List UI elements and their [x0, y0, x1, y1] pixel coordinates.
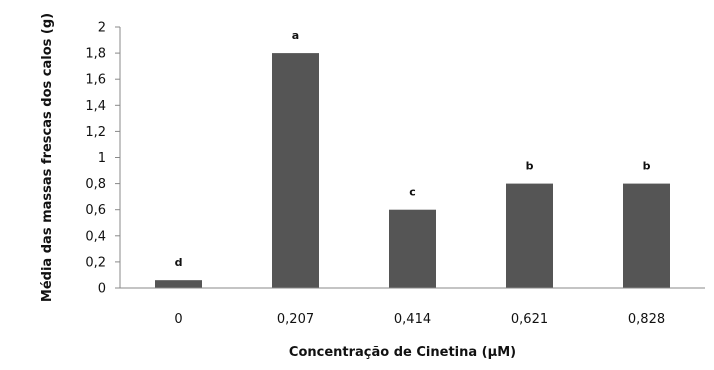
- significance-letter: c: [409, 186, 416, 199]
- y-tick-label: 2: [98, 21, 106, 36]
- x-tick-label: 0,621: [511, 312, 548, 327]
- x-tick-label: 0,207: [277, 312, 314, 327]
- y-tick-label: 0,6: [85, 203, 106, 218]
- y-tick-label: 1,2: [85, 125, 106, 140]
- bar-0,414: [389, 209, 436, 288]
- significance-letter: a: [292, 29, 299, 42]
- y-axis-ticks: 0 0,2 0,4 0,6 0,8 1 1,2 1,4 1,6 1,8 2: [85, 21, 120, 297]
- y-tick-label: 1,8: [85, 47, 106, 62]
- y-tick-label: 0,8: [85, 177, 106, 192]
- bars-layer: [155, 53, 670, 288]
- x-tick-label: 0: [174, 312, 182, 327]
- y-tick-label: 1: [98, 151, 106, 166]
- y-tick-label: 1,6: [85, 73, 106, 88]
- x-tick-label: 0,414: [394, 312, 431, 327]
- significance-letters: d a c b b: [175, 29, 651, 269]
- significance-letter: b: [526, 160, 534, 173]
- bar-0,828: [623, 183, 670, 288]
- significance-letter: b: [643, 160, 651, 173]
- bar-0,621: [506, 183, 553, 288]
- significance-letter: d: [175, 256, 183, 269]
- y-tick-label: 0,2: [85, 255, 106, 270]
- x-axis-title: Concentração de Cinetina (µM): [289, 345, 516, 360]
- bar-0,207: [272, 53, 319, 288]
- bar-0: [155, 280, 202, 288]
- y-tick-label: 0: [98, 282, 106, 297]
- x-axis-ticks: 0 0,207 0,414 0,621 0,828: [174, 312, 665, 327]
- x-tick-label: 0,828: [628, 312, 665, 327]
- y-tick-label: 1,4: [85, 99, 106, 114]
- y-tick-label: 0,4: [85, 229, 106, 244]
- y-axis-title: Média das massas frescas dos calos (g): [40, 13, 55, 302]
